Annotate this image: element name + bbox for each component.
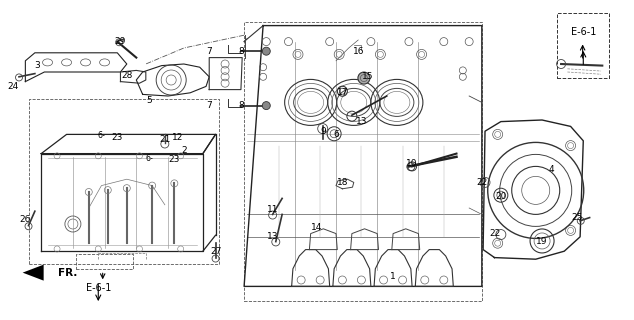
Text: 2: 2	[181, 146, 186, 155]
Text: 28: 28	[121, 71, 133, 80]
Circle shape	[358, 72, 370, 84]
Text: 29: 29	[115, 37, 126, 46]
Text: 20: 20	[495, 192, 507, 201]
Text: 23: 23	[169, 156, 180, 164]
Text: 24: 24	[7, 82, 18, 91]
Text: 26: 26	[20, 215, 31, 224]
Text: 19: 19	[536, 237, 548, 246]
Text: 14: 14	[311, 223, 323, 232]
Text: 1: 1	[390, 272, 396, 281]
Text: 22: 22	[489, 229, 500, 238]
Text: 10: 10	[406, 159, 418, 168]
Text: 12: 12	[172, 133, 183, 142]
Text: 5: 5	[146, 96, 152, 105]
Text: E-6-1: E-6-1	[86, 283, 111, 293]
Text: 13: 13	[356, 117, 367, 126]
Text: 13: 13	[267, 232, 278, 241]
Polygon shape	[23, 265, 44, 281]
Text: 7: 7	[206, 101, 212, 110]
Text: 6: 6	[333, 130, 339, 139]
Text: 6-: 6-	[145, 154, 153, 163]
Text: 7: 7	[206, 47, 212, 56]
Text: 18: 18	[337, 178, 348, 187]
Text: E-6-1: E-6-1	[571, 27, 596, 37]
Text: 4: 4	[549, 165, 554, 174]
Text: 6-: 6-	[98, 132, 105, 140]
Text: 25: 25	[571, 213, 583, 222]
Text: 11: 11	[267, 205, 278, 214]
Text: 27: 27	[210, 247, 221, 256]
Text: 15: 15	[362, 72, 373, 81]
Text: 3: 3	[34, 61, 40, 70]
Circle shape	[262, 101, 270, 109]
Text: FR.: FR.	[58, 268, 77, 278]
Text: 9: 9	[320, 127, 327, 136]
Text: 23: 23	[112, 133, 123, 142]
Text: 17: 17	[337, 88, 348, 97]
Text: 8: 8	[238, 47, 244, 56]
Text: 16: 16	[353, 47, 364, 56]
Text: 8: 8	[238, 101, 244, 110]
Text: 21: 21	[159, 135, 171, 144]
Text: 22: 22	[476, 178, 488, 187]
Circle shape	[262, 47, 270, 55]
